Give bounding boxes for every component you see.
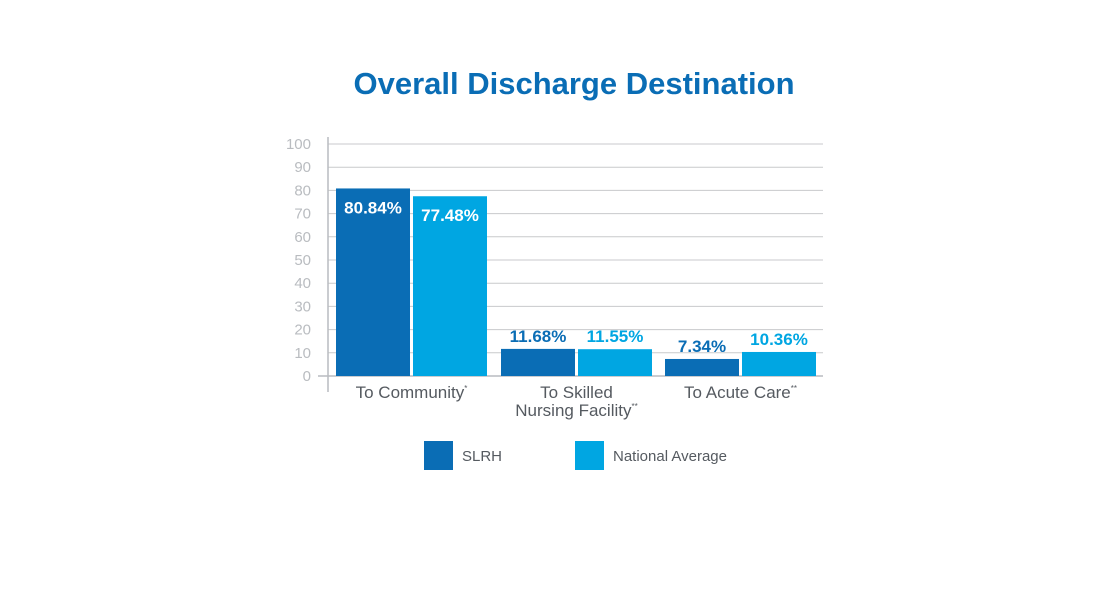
legend-label: National Average	[613, 448, 727, 465]
x-axis-label: To Acute Care**	[684, 383, 797, 402]
legend: SLRH National Average	[424, 441, 727, 470]
bar-value-label: 77.48%	[421, 206, 479, 225]
bar-value-label: 11.55%	[587, 327, 644, 346]
bar-national-average-0	[413, 196, 487, 376]
y-tick-label: 50	[294, 252, 311, 269]
y-tick-label: 60	[294, 229, 311, 246]
y-tick-label: 10	[294, 345, 311, 362]
bar-value-label: 7.34%	[678, 337, 726, 356]
bar-slrh-0	[336, 188, 410, 376]
bar-value-label: 11.68%	[510, 327, 567, 346]
gridlines	[328, 143, 823, 354]
x-axis-label: To Community*	[356, 383, 468, 402]
legend-label: SLRH	[462, 448, 502, 465]
bar-slrh-1	[501, 348, 575, 376]
y-tick-label: 100	[286, 136, 311, 153]
y-tick-label: 40	[294, 275, 311, 292]
y-tick-label: 80	[294, 182, 311, 199]
y-tick-label: 70	[294, 206, 311, 223]
bar-national-average-1	[578, 349, 652, 376]
legend-swatch-slrh	[424, 441, 453, 470]
bar-value-label: 10.36%	[750, 330, 808, 349]
chart-title: Overall Discharge Destination	[353, 66, 794, 101]
bar-value-label: 80.84%	[344, 198, 402, 217]
bar-national-average-2	[742, 351, 816, 376]
x-axis-label: Nursing Facility**	[515, 401, 637, 420]
y-tick-label: 90	[294, 159, 311, 176]
y-tick-label: 20	[294, 322, 311, 339]
y-tick-label: 30	[294, 298, 311, 315]
x-axis-label: To Skilled	[540, 383, 613, 402]
y-axis-ticks: 0 10 20 30 40 50 60 70 80 90 100	[286, 136, 311, 385]
legend-swatch-national-average	[575, 441, 604, 470]
bar-value-labels: 80.84% 11.68% 7.34% 77.48% 11.55% 10.36%	[344, 198, 808, 356]
bars	[336, 188, 816, 376]
y-tick-label: 0	[303, 368, 311, 385]
bar-slrh-2	[665, 358, 739, 376]
